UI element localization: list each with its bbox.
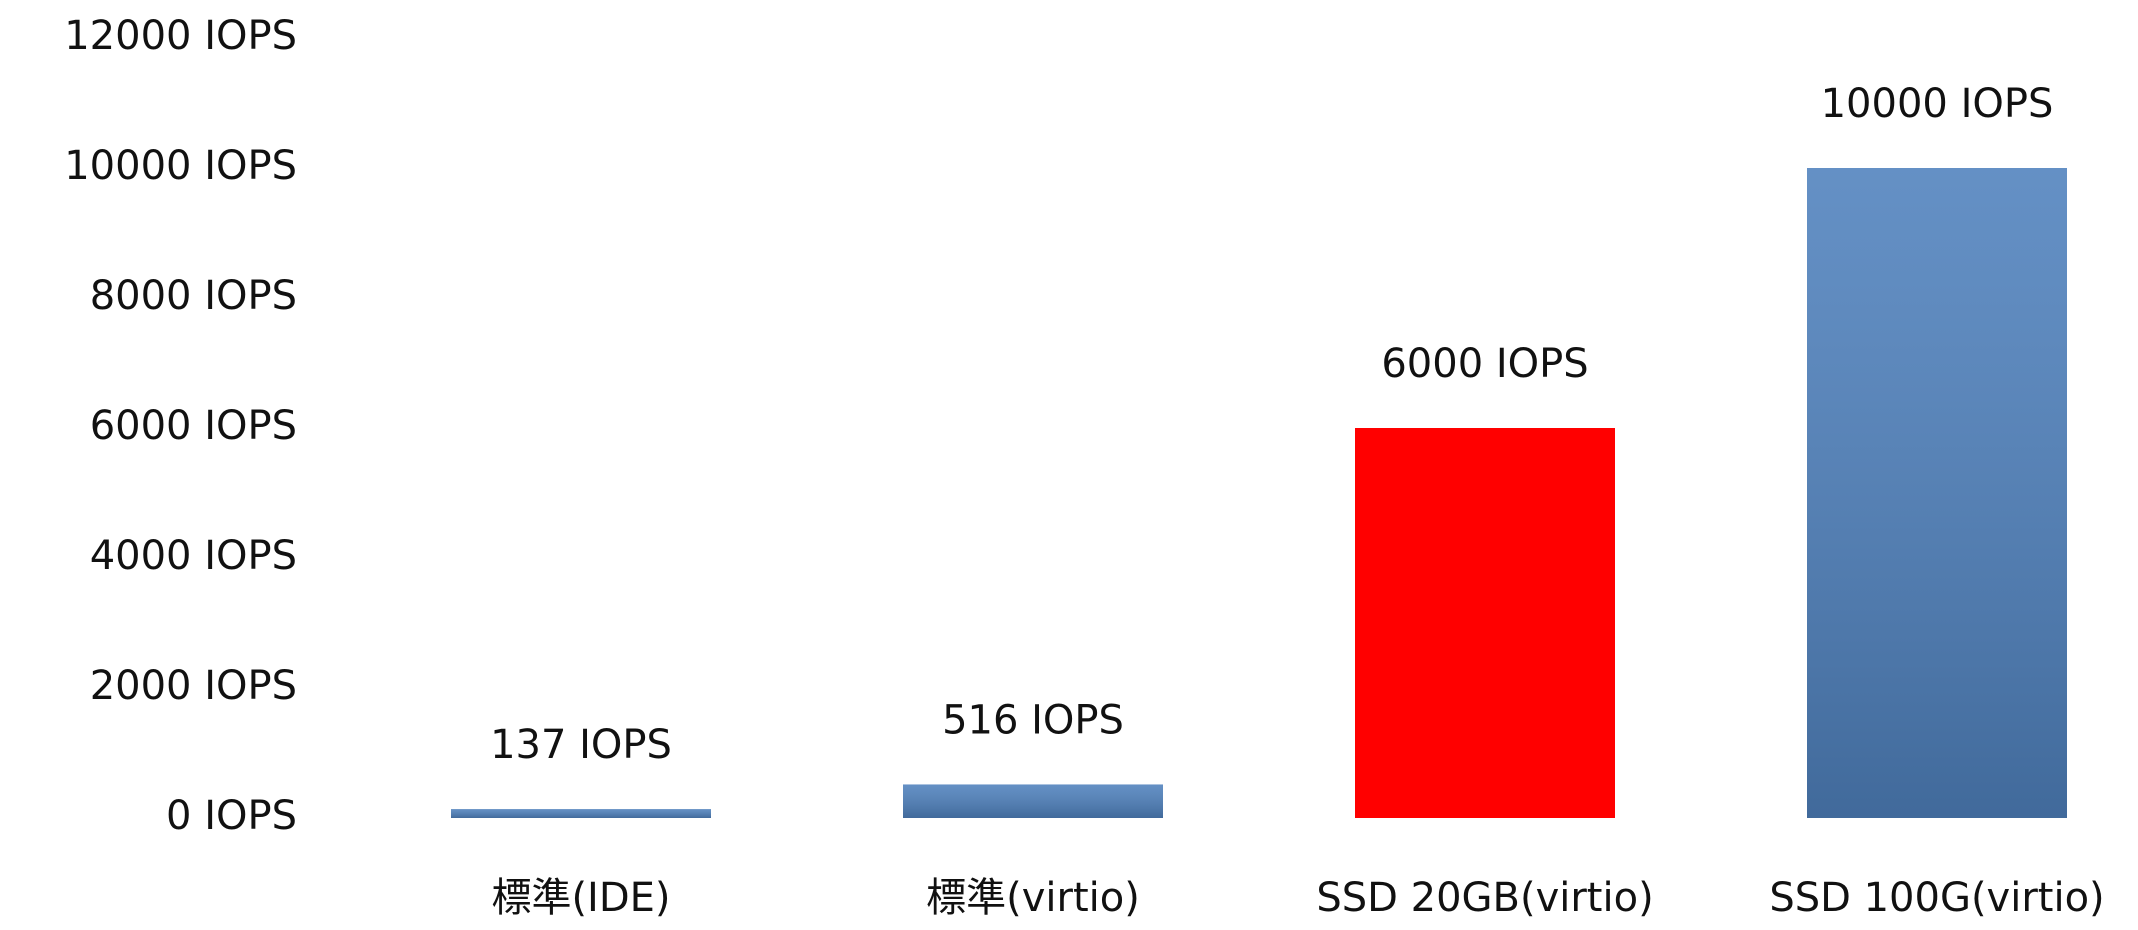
value-label: 6000 IOPS: [1381, 341, 1588, 387]
x-tick-label: SSD 100G(virtio): [1769, 875, 2104, 921]
value-label: 137 IOPS: [490, 722, 672, 768]
bar-shade: [903, 784, 1163, 818]
bar: [1355, 428, 1615, 818]
bar-shade: [1807, 168, 2067, 818]
value-label: 10000 IOPS: [1821, 81, 2054, 127]
y-tick-label: 8000 IOPS: [90, 273, 297, 319]
value-label: 516 IOPS: [942, 697, 1124, 743]
y-tick-label: 6000 IOPS: [90, 403, 297, 449]
x-tick-label: 標準(virtio): [926, 875, 1140, 921]
y-tick-label: 2000 IOPS: [90, 663, 297, 709]
x-tick-label: SSD 20GB(virtio): [1316, 875, 1653, 921]
y-tick-label: 12000 IOPS: [64, 13, 297, 59]
y-tick-label: 0 IOPS: [166, 793, 297, 839]
x-tick-label: 標準(IDE): [491, 875, 670, 921]
y-tick-label: 10000 IOPS: [64, 143, 297, 189]
bar-shade: [451, 809, 711, 818]
y-tick-label: 4000 IOPS: [90, 533, 297, 579]
